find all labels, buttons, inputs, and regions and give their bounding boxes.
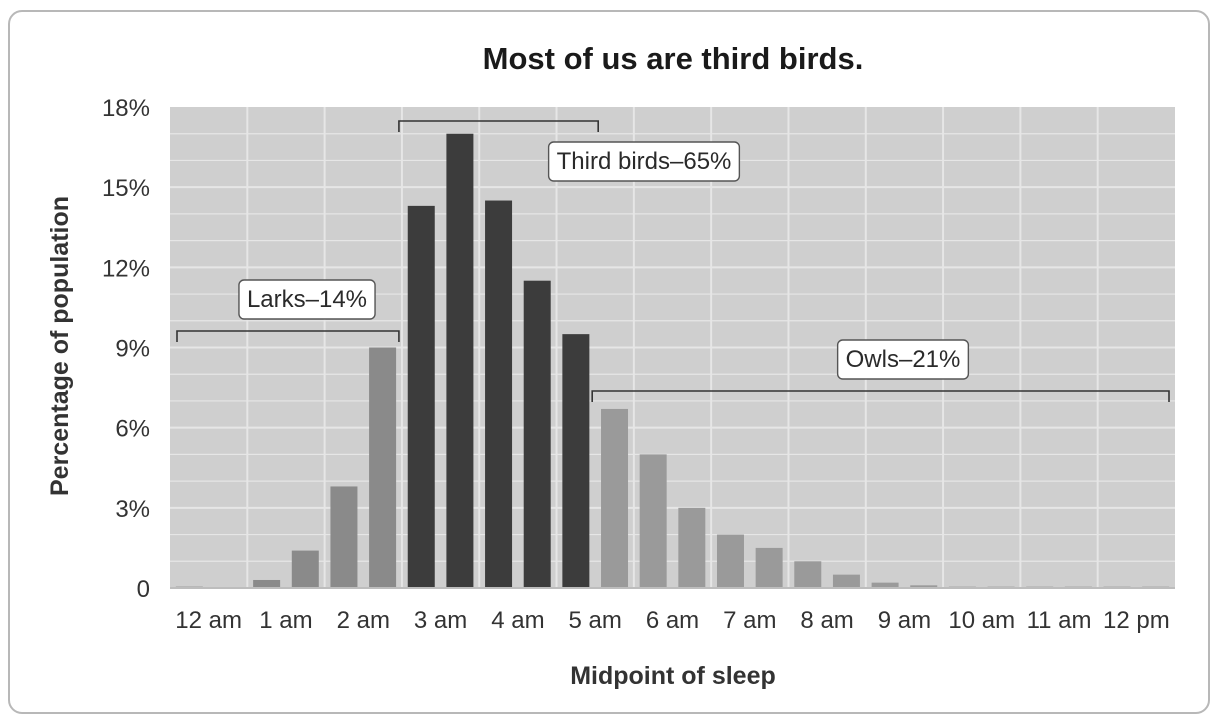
group-label-box (547, 141, 741, 182)
y-tick-label: 15% (102, 175, 150, 202)
group-label: Third birds–65% (557, 148, 732, 175)
x-tick-label: 12 pm (1103, 607, 1170, 634)
group-label: Larks–14% (247, 286, 367, 313)
bar (716, 534, 744, 588)
bar (910, 585, 938, 588)
bar (291, 550, 319, 588)
bar (601, 408, 629, 588)
group-label: Owls–21% (846, 346, 961, 373)
bar (253, 579, 281, 588)
y-tick-label: 12% (102, 255, 150, 282)
y-tick-label: 18% (102, 95, 150, 122)
y-tick-label: 9% (115, 336, 150, 363)
group-label-box (836, 339, 970, 380)
x-tick-label: 1 am (259, 607, 312, 634)
x-axis-title: Midpoint of sleep (570, 662, 776, 690)
group-bracket (398, 120, 599, 132)
plot-area: 0 3% 6% 9% 12% 15% 18% 12 am 1 am 2 am 3 am 4 am 5 a… (102, 95, 1175, 634)
x-tick-label: 7 am (723, 607, 776, 634)
bar (523, 280, 551, 588)
y-tick-label: 3% (115, 496, 150, 523)
bar (755, 547, 783, 588)
x-tick-label: 10 am (948, 607, 1015, 634)
bar (446, 133, 474, 588)
x-tick-label: 3 am (414, 607, 467, 634)
bar (794, 561, 822, 588)
bar (369, 347, 397, 588)
x-tick-label: 8 am (800, 607, 853, 634)
x-tick-label: 5 am (569, 607, 622, 634)
y-axis-title: Percentage of population (46, 196, 74, 496)
bar (678, 507, 706, 588)
x-tick-label: 6 am (646, 607, 699, 634)
x-tick-label: 12 am (175, 607, 242, 634)
x-tick-label: 9 am (878, 607, 931, 634)
group-bracket (176, 330, 400, 342)
bar (407, 205, 435, 588)
bar (485, 200, 513, 588)
x-tick-label: 2 am (337, 607, 390, 634)
bar (832, 574, 860, 588)
chart-title: Most of us are third birds. (483, 41, 864, 76)
y-tick-label: 0 (137, 576, 150, 603)
bar (639, 454, 667, 588)
x-tick-label: 11 am (1027, 607, 1092, 634)
bar (562, 334, 590, 588)
group-label-box (238, 279, 376, 320)
bar (330, 486, 358, 588)
x-tick-label: 4 am (491, 607, 544, 634)
bar (871, 582, 899, 588)
y-tick-label: 6% (115, 416, 150, 443)
group-bracket (591, 390, 1170, 402)
